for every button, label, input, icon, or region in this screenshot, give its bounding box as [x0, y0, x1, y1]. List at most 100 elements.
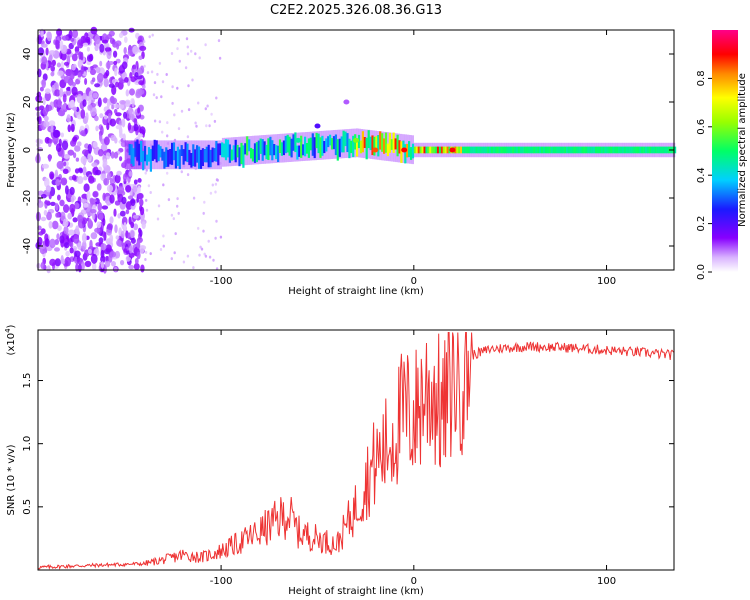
- spectrogram-cell: [91, 162, 98, 168]
- spectrogram-cell: [209, 149, 212, 168]
- spectrogram-cell: [134, 141, 137, 157]
- snr-panel: -100 0 100 0.5 1.0 1.5 Height of straight li…: [4, 324, 675, 597]
- spectrogram-cell: [115, 112, 122, 117]
- spectrogram-cell: [152, 93, 156, 97]
- spectrogram-cell: [88, 175, 95, 184]
- spectrogram-cell: [226, 139, 230, 158]
- spectrogram-cell: [215, 141, 218, 162]
- spectrogram-cell: [102, 158, 108, 167]
- spectrogram-cell: [96, 72, 104, 83]
- spectrogram-cell: [40, 216, 47, 222]
- spectrogram-cell: [280, 142, 283, 156]
- spectrogram-cell: [44, 91, 51, 102]
- spectrogram-cell: [69, 81, 77, 87]
- spectrogram-cell: [629, 146, 632, 154]
- spectrogram-cell: [161, 130, 164, 134]
- spectrogram-cell: [111, 261, 116, 267]
- spectrogram-cell: [554, 146, 557, 154]
- spectrogram-cell: [119, 79, 126, 84]
- spectrogram-cell: [197, 226, 200, 230]
- spectrogram-cell: [43, 115, 49, 122]
- spectrogram-cell: [286, 134, 289, 153]
- spectrogram-cell: [550, 146, 553, 154]
- spectrogram-cell: [371, 135, 374, 156]
- spectrogram-cell: [352, 135, 355, 158]
- spectrogram-cell: [125, 89, 129, 97]
- spectrogram-cell: [176, 204, 179, 208]
- spectrogram-cell: [159, 248, 163, 251]
- spectrogram-cell: [219, 235, 223, 239]
- spectrogram-cell: [577, 146, 580, 154]
- spectrogram-cell: [138, 80, 145, 86]
- spectrogram-cell: [215, 219, 218, 223]
- spectrogram-cell: [585, 146, 588, 154]
- spectrogram-cell: [60, 52, 67, 61]
- spectrogram-cell: [174, 232, 177, 236]
- spectrogram-cell: [60, 255, 64, 265]
- spectrogram-cell: [106, 184, 114, 193]
- spectrogram-cell: [321, 135, 324, 156]
- spectrogram-cell: [57, 70, 64, 77]
- spectrogram-cell: [62, 168, 69, 174]
- spectrogram-cell: [139, 205, 143, 212]
- spectrogram-cell: [384, 132, 388, 153]
- spectrogram-cell: [162, 244, 165, 248]
- spectrogram-cell: [69, 186, 75, 196]
- spectrogram-y-ticks: -40 -20 0 20 40: [22, 48, 674, 254]
- spectrogram-cell: [98, 237, 104, 244]
- spectrogram-cell: [48, 120, 56, 127]
- spectrogram-cell: [298, 145, 301, 157]
- spectrogram-feature: [449, 147, 456, 153]
- spectrogram-cell: [133, 223, 139, 231]
- spectrogram-cell: [186, 52, 190, 56]
- spectrogram-cell: [124, 36, 128, 43]
- spectrogram-cell: [440, 146, 443, 154]
- spectrogram-cell: [223, 143, 226, 158]
- spectrogram-cell: [302, 144, 305, 156]
- spectrogram-cell: [176, 86, 179, 90]
- spectrogram-cell: [498, 146, 501, 154]
- spectrogram-cell: [127, 122, 132, 131]
- spectrogram-cell: [128, 264, 135, 270]
- spectrogram-cell: [204, 107, 207, 111]
- spectrogram-cell: [208, 255, 212, 259]
- spectrogram-cell: [83, 202, 89, 208]
- spectrogram-cell: [674, 146, 677, 154]
- spectrogram-cell: [315, 132, 318, 149]
- spectrogram-cell: [173, 251, 176, 255]
- spectrogram-cell: [185, 37, 189, 41]
- spectrogram-cell: [259, 138, 262, 154]
- spectrogram-cell: [620, 146, 623, 154]
- spectrogram-cell: [160, 95, 163, 99]
- spectrogram-cell: [196, 145, 199, 163]
- spectrogram-cell: [153, 139, 156, 160]
- spectrogram-cell: [124, 101, 131, 107]
- spectrogram-cell: [485, 146, 488, 154]
- spectrogram-cell: [263, 141, 266, 156]
- spectrogram-cell: [492, 146, 495, 154]
- spectrogram-cell: [143, 64, 146, 68]
- spectrogram-cell: [332, 136, 336, 150]
- spectrogram-cell: [514, 146, 517, 154]
- spectrogram-cell: [113, 50, 118, 58]
- spectrogram-cell: [327, 136, 330, 148]
- spectrogram-cell: [170, 257, 173, 261]
- spectrogram-cell: [294, 132, 297, 153]
- spectrogram-cell: [100, 243, 107, 251]
- spectrogram-cell: [48, 221, 53, 229]
- spectrogram-cell: [105, 152, 111, 160]
- spectrogram-cell: [48, 154, 52, 162]
- spectrogram-cell: [562, 146, 565, 154]
- spectrogram-cell: [446, 146, 449, 154]
- spectrogram-cell: [56, 62, 62, 68]
- spectrogram-cell: [116, 239, 122, 247]
- spectrogram-cell: [186, 45, 189, 49]
- spectrogram-cell: [205, 146, 208, 163]
- spectrogram-cell: [123, 111, 127, 119]
- spectrogram-cell: [85, 36, 91, 43]
- spectrogram-cell: [65, 250, 70, 257]
- spectrogram-cell: [127, 140, 130, 170]
- spectrogram-cell: [106, 34, 112, 40]
- spectrogram-cell: [70, 197, 75, 203]
- spectrogram-cell: [48, 138, 53, 144]
